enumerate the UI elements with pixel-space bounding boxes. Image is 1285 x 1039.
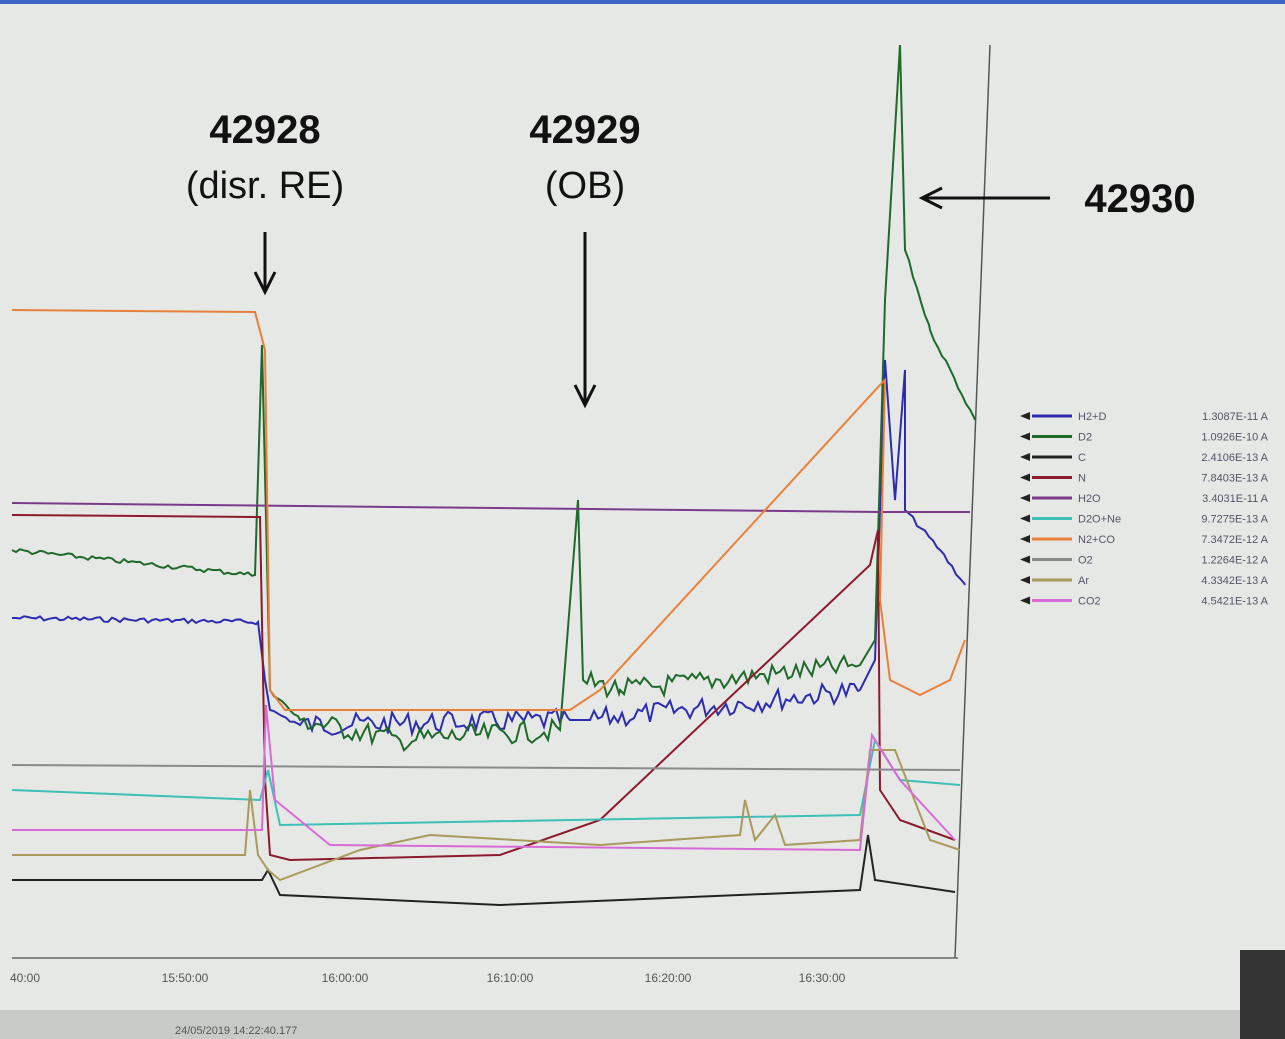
legend-marker [1020, 412, 1030, 420]
legend-marker [1020, 453, 1030, 461]
trace [12, 834, 956, 907]
legend-reading: 4.3342E-13 A [1201, 575, 1268, 587]
annotation-id: 42929 [529, 108, 640, 152]
trace [11, 737, 961, 827]
annotation-note: (disr. RE) [186, 165, 344, 207]
legend-name: D2O+Ne [1078, 514, 1121, 526]
legend-reading: 4.5421E-13 A [1201, 596, 1268, 608]
legend-reading: 2.4106E-13 A [1201, 452, 1268, 464]
legend-name: N [1078, 473, 1086, 485]
legend-marker [1020, 432, 1030, 441]
screen-bezel [1240, 950, 1285, 1039]
trace [11, 359, 966, 738]
legend-marker [1020, 514, 1030, 523]
legend-reading: 1.0926E-10 A [1201, 432, 1268, 444]
trace [11, 514, 956, 862]
legend-marker [1020, 494, 1030, 502]
legend-name: C [1078, 452, 1086, 464]
legend-name: H2O [1078, 493, 1101, 505]
legend-marker [1020, 473, 1030, 482]
trace [11, 502, 970, 513]
x-tick-label: 16:20:00 [645, 971, 692, 985]
x-tick-label: 16:10:00 [487, 971, 534, 985]
timestamp: 24/05/2019 14:22:40.177 [175, 1025, 297, 1037]
x-tick-label: 40:00 [10, 971, 40, 985]
legend-reading: 7.3472E-12 A [1201, 534, 1268, 546]
legend-marker [1020, 576, 1030, 584]
legend-reading: 1.2264E-12 A [1201, 555, 1268, 567]
legend-name: D2 [1078, 432, 1092, 444]
legend-marker [1020, 555, 1030, 564]
x-tick-label: 15:50:00 [162, 971, 209, 985]
legend-reading: 9.7275E-13 A [1201, 514, 1268, 526]
legend-name: CO2 [1078, 596, 1101, 608]
top-border [0, 0, 1285, 4]
legend-marker [1020, 596, 1030, 605]
annotation-id: 42928 [209, 108, 320, 152]
trace [12, 704, 956, 852]
trace [11, 44, 976, 753]
legend-name: N2+CO [1078, 534, 1115, 546]
legend-reading: 1.3087E-11 A [1202, 411, 1269, 423]
arrow-head [573, 384, 597, 409]
plot-right-edge [954, 44, 991, 959]
legend-marker [1020, 535, 1030, 543]
status-bar [0, 1010, 1285, 1039]
trace [11, 764, 961, 771]
legend-reading: 3.4031E-11 A [1202, 493, 1269, 505]
legend-name: Ar [1078, 575, 1089, 587]
legend-name: H2+D [1078, 411, 1106, 423]
x-tick-label: 16:00:00 [322, 971, 369, 985]
trace [11, 309, 966, 711]
legend-name: O2 [1078, 555, 1093, 567]
arrow-head [253, 271, 277, 296]
arrow-head [918, 186, 943, 210]
annotation-note: (OB) [545, 165, 625, 207]
x-tick-label: 16:30:00 [799, 971, 846, 985]
annotation-id: 42930 [1084, 177, 1195, 221]
legend-reading: 7.8403E-13 A [1201, 473, 1268, 485]
